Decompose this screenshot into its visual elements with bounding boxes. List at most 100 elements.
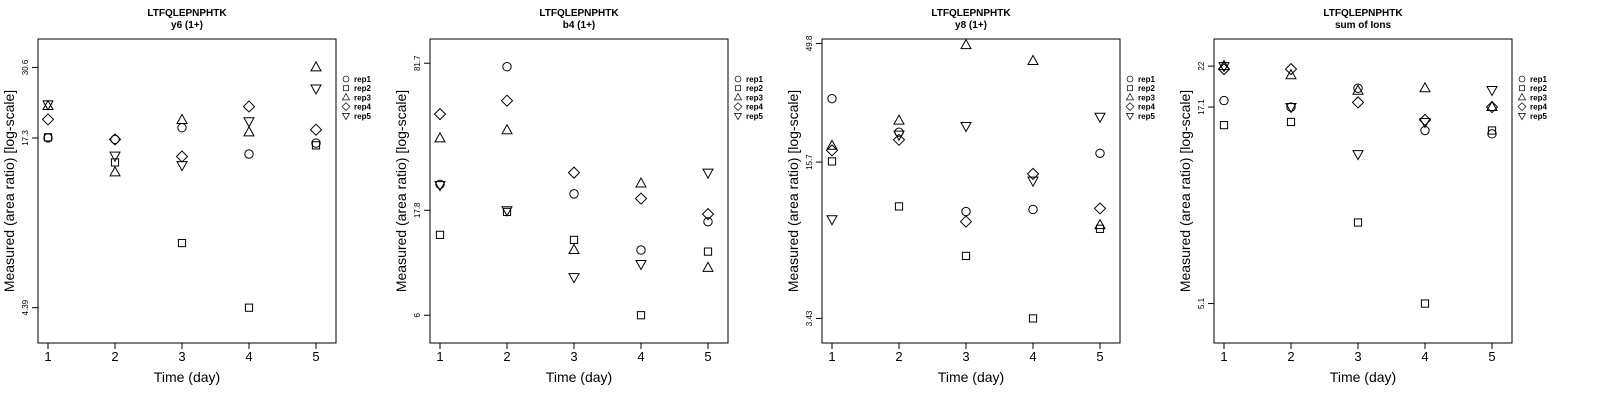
y-axis-label: Measured (area ratio) [log-scale] [1,90,17,292]
data-point [892,133,906,147]
chart-title: LTFQLEPNPHTK [147,8,227,19]
legend-label: rep2 [354,84,371,93]
data-point [827,157,837,166]
data-point [636,311,646,320]
data-point [1217,62,1231,76]
x-tick-label: 2 [1287,349,1294,364]
data-point [701,207,715,221]
data-point [1353,83,1363,93]
series-rep5 [1218,62,1498,161]
legend-label: rep3 [746,93,763,102]
data-point [1218,59,1230,71]
legend-label: rep3 [1530,93,1547,102]
x-tick-label: 4 [1029,349,1036,364]
data-point [242,100,256,113]
legend-marker [733,113,743,121]
data-point [1218,62,1230,73]
data-point [827,93,837,104]
data-point [703,247,713,256]
legend-marker [1125,113,1135,121]
data-point [42,100,54,111]
data-point [500,94,514,107]
series-rep4 [41,100,323,163]
data-point [567,166,581,179]
series-rep5 [826,112,1106,226]
data-point [177,122,187,133]
legend-label: rep5 [1530,112,1547,121]
data-point [1093,202,1107,215]
data-point [959,215,973,228]
data-point [1486,85,1498,97]
data-point [1352,84,1364,95]
plot-frame [37,38,337,344]
y-axis-label: Measured (area ratio) [log-scale] [785,90,801,292]
data-point [1095,148,1105,158]
data-point [1286,102,1296,112]
x-tick-label: 1 [44,349,51,364]
legend-marker [1517,92,1527,101]
legend-marker [1127,85,1133,92]
x-tick-label: 2 [503,349,510,364]
legend-marker [1517,113,1527,121]
data-point [110,134,120,145]
data-point [1219,121,1229,130]
plot-frame [429,38,729,344]
data-point [1487,126,1497,135]
data-point [502,62,512,72]
data-point [501,123,513,135]
legend-label: rep5 [746,112,763,121]
data-point [243,125,255,137]
legend-label: rep2 [1530,84,1547,93]
y-tick-label: 17.8 [413,202,422,218]
chart-subtitle: sum of Ions [1335,20,1392,31]
legend-label: rep3 [1138,93,1155,102]
data-point [433,107,447,121]
data-point [1028,314,1038,323]
chart-title: LTFQLEPNPHTK [931,8,1011,19]
y-tick-label: 6 [413,312,422,317]
data-point [311,138,321,148]
y-tick-label: 49.8 [805,35,814,51]
legend-marker [341,92,351,101]
data-point [636,245,646,255]
data-point [43,133,53,142]
legend-marker [1518,75,1526,83]
y-tick-label: 30.6 [21,59,30,75]
legend-marker [1519,85,1525,92]
data-point [1285,103,1297,114]
x-tick-label: 5 [1096,349,1103,364]
data-point [894,202,904,211]
data-point [826,139,838,150]
x-axis-label: Time (day) [1330,369,1396,385]
series-rep1 [43,122,321,159]
chart-subtitle: y6 (1+) [171,20,203,31]
legend-marker [735,85,741,92]
series-rep5 [434,168,714,284]
y-tick-label: 15.7 [805,154,814,170]
chart-subtitle: y8 (1+) [955,20,987,31]
legend-label: rep5 [354,112,371,121]
series-rep4 [825,133,1107,228]
legend-label: rep2 [746,84,763,93]
legend-marker [1125,102,1135,111]
data-point [435,230,445,239]
data-point [568,273,580,284]
data-point [311,141,321,150]
x-tick-label: 3 [178,349,185,364]
y-tick-label: 17.1 [1197,99,1206,115]
data-point [434,131,446,143]
x-tick-label: 5 [1488,349,1495,364]
x-tick-label: 1 [828,349,835,364]
series-rep3 [434,123,714,272]
x-axis-label: Time (day) [546,369,612,385]
x-tick-label: 5 [312,349,319,364]
data-point [1219,95,1229,106]
data-point [1094,218,1106,230]
data-point [1487,129,1497,139]
x-tick-label: 3 [1354,349,1361,364]
data-point [1026,167,1040,181]
